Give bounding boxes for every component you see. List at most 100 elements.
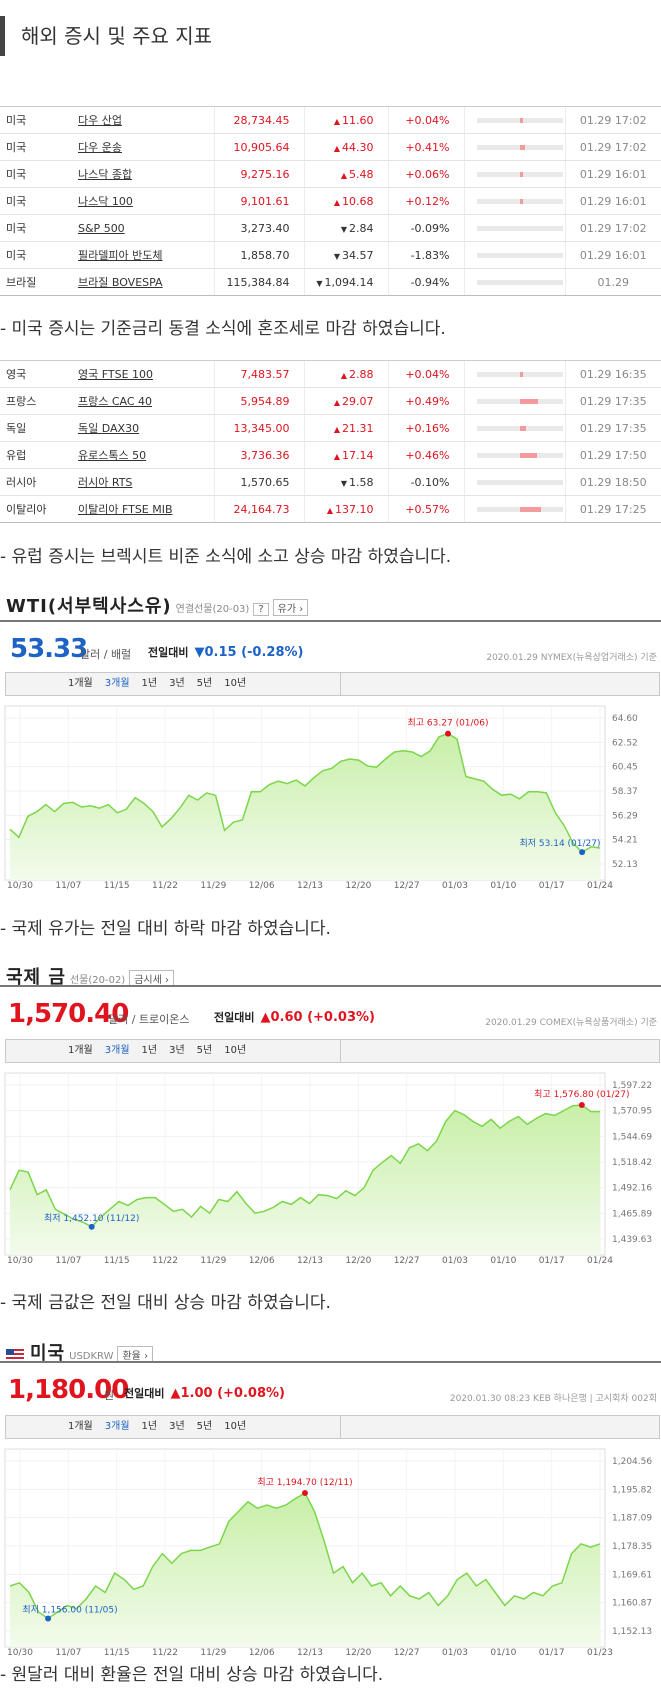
index-name-cell[interactable]: 이탈리아 FTSE MIB bbox=[78, 495, 214, 523]
y-tick-label: 62.52 bbox=[612, 738, 638, 748]
country-cell: 독일 bbox=[0, 414, 78, 442]
index-link[interactable]: 프랑스 CAC 40 bbox=[78, 395, 153, 408]
tab-3개월[interactable]: 3개월 bbox=[104, 1421, 130, 1432]
tab-5년[interactable]: 5년 bbox=[196, 1045, 213, 1056]
up-arrow-icon: ▲ bbox=[340, 170, 347, 180]
max-marker bbox=[578, 1101, 585, 1108]
index-time: 01.29 16:01 bbox=[564, 160, 661, 188]
table-row: 영국 영국 FTSE 100 7,483.57 ▲ 2.88 +0.04% 01.29 16… bbox=[0, 360, 661, 388]
x-tick-label: 11/15 bbox=[104, 881, 130, 890]
oil-link-button[interactable]: 유가 › bbox=[272, 599, 309, 616]
tab-5년[interactable]: 5년 bbox=[196, 1421, 213, 1432]
tab-10년[interactable]: 10년 bbox=[224, 1045, 247, 1056]
wti-change-value: ▼0.15 (-0.28%) bbox=[194, 645, 304, 660]
index-name-cell[interactable]: 다우 운송 bbox=[78, 133, 214, 161]
index-name-cell[interactable]: 독일 DAX30 bbox=[78, 414, 214, 442]
tab-3개월[interactable]: 3개월 bbox=[104, 678, 130, 689]
change-bar bbox=[476, 479, 563, 485]
index-link[interactable]: S&P 500 bbox=[78, 221, 125, 235]
x-tick-label: 01/10 bbox=[490, 1256, 516, 1265]
tab-1개월[interactable]: 1개월 bbox=[68, 1421, 93, 1432]
index-name-cell[interactable]: 필라델피아 반도체 bbox=[78, 241, 214, 269]
tab-1개월[interactable]: 1개월 bbox=[68, 1045, 93, 1056]
index-link[interactable]: 다우 산업 bbox=[78, 114, 122, 127]
index-name-cell[interactable]: 나스닥 100 bbox=[78, 187, 214, 215]
tab-1년[interactable]: 1년 bbox=[141, 1045, 158, 1056]
divider bbox=[0, 1361, 661, 1363]
country-cell: 미국 bbox=[0, 133, 78, 161]
tab-3년[interactable]: 3년 bbox=[169, 1045, 185, 1056]
index-link[interactable]: 러시아 RTS bbox=[78, 476, 133, 489]
index-time: 01.29 17:25 bbox=[564, 495, 661, 523]
index-link[interactable]: 독일 DAX30 bbox=[78, 422, 140, 435]
index-value: 7,483.57 bbox=[213, 360, 304, 388]
index-change: ▲ 29.07 bbox=[303, 387, 388, 415]
wti-header: WTI(서부텍사스유) 연결선물(20-03)? 유가 › bbox=[6, 592, 309, 618]
index-name-cell[interactable]: 나스닥 종합 bbox=[78, 160, 214, 188]
change-bar-cell bbox=[463, 441, 565, 469]
index-value: 3,736.36 bbox=[213, 441, 304, 469]
index-link[interactable]: 브라질 BOVESPA bbox=[78, 276, 163, 289]
change-bar bbox=[476, 279, 563, 285]
index-value: 28,734.45 bbox=[213, 106, 304, 134]
tab-3개월[interactable]: 3개월 bbox=[104, 1045, 130, 1056]
table-row: 미국 다우 산업 28,734.45 ▲ 11.60 +0.04% 01.29 17:02 bbox=[0, 106, 661, 134]
up-arrow-icon: ▲ bbox=[333, 424, 340, 434]
index-change: ▲ 5.48 bbox=[303, 160, 388, 188]
max-marker bbox=[445, 730, 452, 737]
y-tick-label: 60.45 bbox=[612, 763, 638, 773]
tab-1년[interactable]: 1년 bbox=[141, 1421, 158, 1432]
tab-1개월[interactable]: 1개월 bbox=[68, 678, 93, 689]
index-name-cell[interactable]: 러시아 RTS bbox=[78, 468, 214, 496]
usd-chart: 1,204.56 1,195.82 1,187.09 1,178.35 1,169.61… bbox=[4, 1448, 652, 1657]
index-name-cell[interactable]: 유로스톡스 50 bbox=[78, 441, 214, 469]
index-value: 1,858.70 bbox=[213, 241, 304, 269]
change-bar bbox=[476, 506, 563, 512]
index-value: 9,101.61 bbox=[213, 187, 304, 215]
country-cell: 이탈리아 bbox=[0, 495, 78, 523]
index-name-cell[interactable]: 프랑스 CAC 40 bbox=[78, 387, 214, 415]
tab-10년[interactable]: 10년 bbox=[224, 678, 247, 689]
tab-1년[interactable]: 1년 bbox=[141, 678, 158, 689]
table-row: 프랑스 프랑스 CAC 40 5,954.89 ▲ 29.07 +0.49% 01.29 1… bbox=[0, 387, 661, 415]
index-link[interactable]: 유로스톡스 50 bbox=[78, 449, 147, 462]
x-tick-label: 10/30 bbox=[7, 881, 33, 890]
table-row: 브라질 브라질 BOVESPA 115,384.84 ▼ 1,094.14 -0.94% 0… bbox=[0, 268, 661, 296]
us-flag-icon bbox=[6, 1349, 24, 1360]
index-link[interactable]: 영국 FTSE 100 bbox=[78, 368, 154, 381]
x-tick-label: 01/03 bbox=[442, 1648, 468, 1657]
index-name-cell[interactable]: S&P 500 bbox=[78, 214, 214, 242]
index-name-cell[interactable]: 영국 FTSE 100 bbox=[78, 360, 214, 388]
index-time: 01.29 17:35 bbox=[564, 387, 661, 415]
y-tick-label: 58.37 bbox=[612, 787, 638, 797]
index-link[interactable]: 나스닥 종합 bbox=[78, 168, 133, 181]
index-link[interactable]: 다우 운송 bbox=[78, 141, 122, 154]
min-marker bbox=[88, 1223, 95, 1230]
table-row: 이탈리아 이탈리아 FTSE MIB 24,164.73 ▲ 137.10 +0.57% 0… bbox=[0, 495, 661, 523]
change-bar-fill bbox=[519, 506, 541, 512]
tab-5년[interactable]: 5년 bbox=[196, 678, 213, 689]
y-tick-label: 54.21 bbox=[612, 836, 638, 846]
index-value: 9,275.16 bbox=[213, 160, 304, 188]
gold-chart: 1,597.22 1,570.95 1,544.69 1,518.42 1,492.16… bbox=[4, 1072, 652, 1265]
x-tick-label: 11/29 bbox=[200, 1256, 226, 1265]
index-value: 1,570.65 bbox=[213, 468, 304, 496]
info-icon[interactable]: ? bbox=[253, 603, 269, 616]
change-bar-fill bbox=[519, 398, 538, 404]
index-value: 13,345.00 bbox=[213, 414, 304, 442]
index-link[interactable]: 나스닥 100 bbox=[78, 195, 133, 208]
tab-10년[interactable]: 10년 bbox=[224, 1421, 247, 1432]
index-link[interactable]: 필라델피아 반도체 bbox=[78, 249, 163, 262]
change-bar bbox=[476, 398, 563, 404]
tab-3년[interactable]: 3년 bbox=[169, 678, 185, 689]
change-bar-fill bbox=[517, 226, 520, 231]
index-change: ▼ 34.57 bbox=[303, 241, 388, 269]
change-bar bbox=[476, 371, 563, 377]
index-name-cell[interactable]: 다우 산업 bbox=[78, 106, 214, 134]
change-bar-fill bbox=[519, 452, 537, 458]
index-percent: +0.41% bbox=[387, 133, 464, 161]
index-link[interactable]: 이탈리아 FTSE MIB bbox=[78, 503, 173, 516]
y-tick-label: 56.29 bbox=[612, 811, 638, 821]
tab-3년[interactable]: 3년 bbox=[169, 1421, 185, 1432]
index-name-cell[interactable]: 브라질 BOVESPA bbox=[78, 268, 214, 296]
